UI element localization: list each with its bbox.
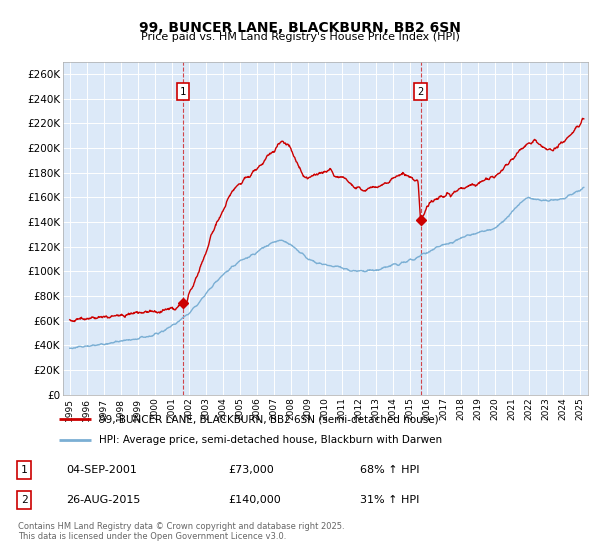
Text: 1: 1 [20,465,28,475]
Text: 31% ↑ HPI: 31% ↑ HPI [360,495,419,505]
Text: 2: 2 [20,495,28,505]
Text: Contains HM Land Registry data © Crown copyright and database right 2025.
This d: Contains HM Land Registry data © Crown c… [18,522,344,542]
Text: 68% ↑ HPI: 68% ↑ HPI [360,465,419,475]
Text: £140,000: £140,000 [228,495,281,505]
Text: HPI: Average price, semi-detached house, Blackburn with Darwen: HPI: Average price, semi-detached house,… [99,435,442,445]
Text: 04-SEP-2001: 04-SEP-2001 [66,465,137,475]
Text: 26-AUG-2015: 26-AUG-2015 [66,495,140,505]
Text: £73,000: £73,000 [228,465,274,475]
Text: 2: 2 [418,87,424,96]
Text: 1: 1 [180,87,186,96]
Text: 99, BUNCER LANE, BLACKBURN, BB2 6SN: 99, BUNCER LANE, BLACKBURN, BB2 6SN [139,21,461,35]
Text: Price paid vs. HM Land Registry's House Price Index (HPI): Price paid vs. HM Land Registry's House … [140,32,460,43]
Text: 99, BUNCER LANE, BLACKBURN, BB2 6SN (semi-detached house): 99, BUNCER LANE, BLACKBURN, BB2 6SN (sem… [99,414,439,424]
